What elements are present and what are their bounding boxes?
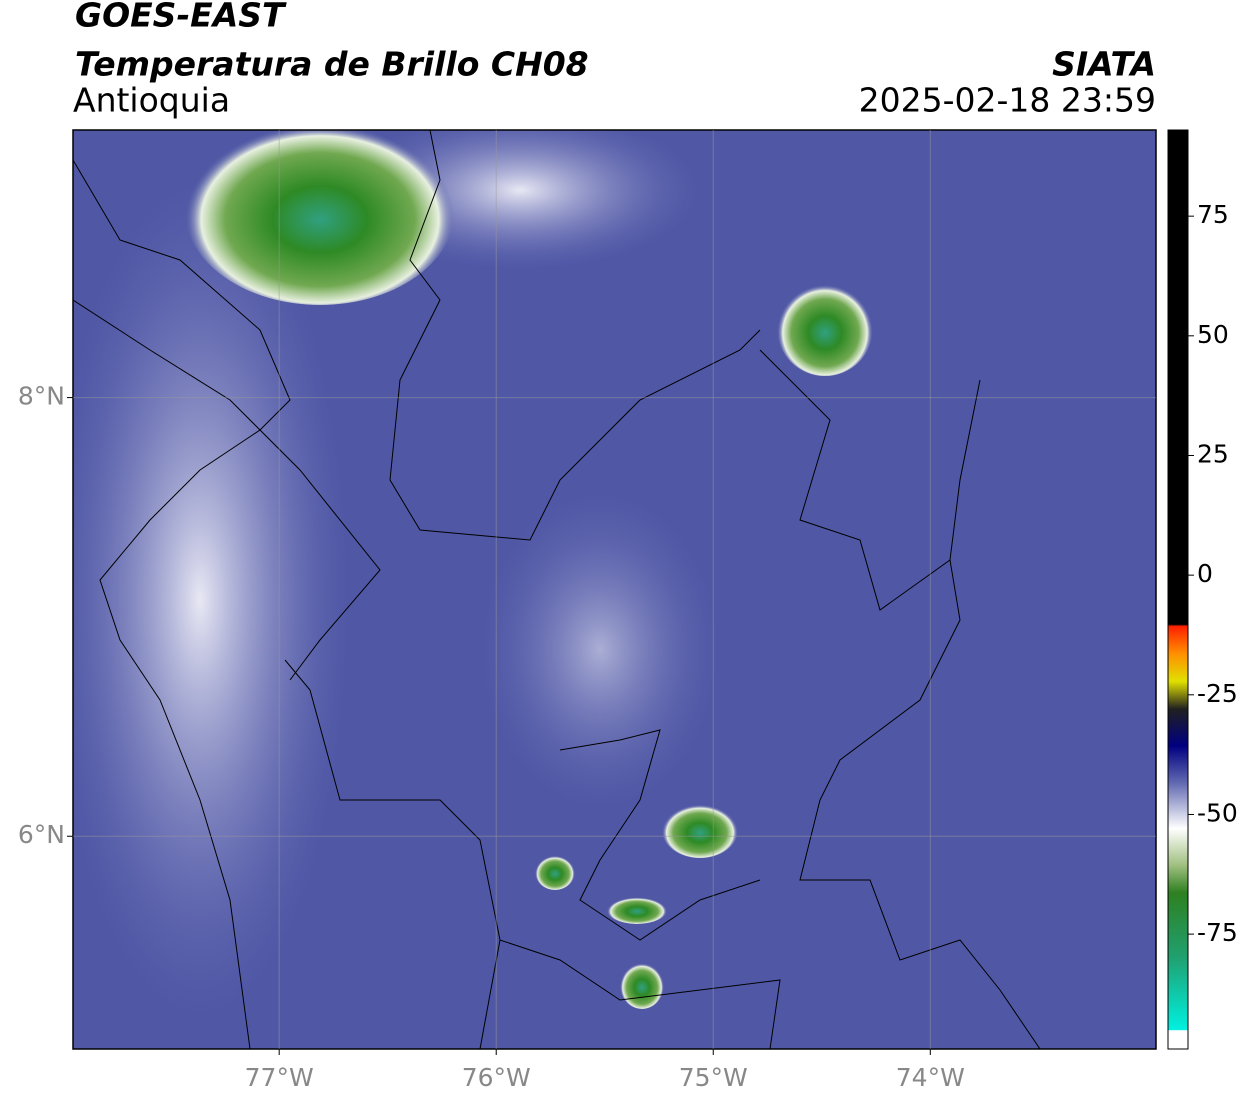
y-tick-label: 6°N: [18, 820, 65, 849]
colorbar-tick-label: -75: [1197, 918, 1238, 947]
colorbar-tick-label: 0: [1197, 559, 1213, 588]
colorbar: [1167, 129, 1189, 1050]
datetime: 2025-02-18 23:59: [859, 81, 1156, 120]
region: Antioquia: [73, 81, 230, 120]
colorbar-tick-label: -25: [1197, 679, 1238, 708]
source: SIATA: [1052, 45, 1156, 84]
title: GOES-EAST: [75, 0, 287, 35]
subtitle: Temperatura de Brillo CH08: [75, 45, 589, 84]
y-tick-label: 8°N: [18, 382, 65, 411]
x-tick-label: 76°W: [462, 1063, 531, 1092]
x-tick-label: 77°W: [245, 1063, 314, 1092]
map-image: [73, 130, 1156, 1049]
map-frame: [72, 129, 1157, 1050]
colorbar-tick-label: -50: [1197, 798, 1238, 827]
colorbar-tick-label: 25: [1197, 439, 1229, 468]
x-tick-label: 74°W: [896, 1063, 965, 1092]
x-tick-label: 75°W: [679, 1063, 748, 1092]
colorbar-tick-label: 75: [1197, 200, 1229, 229]
colorbar-tick-label: 50: [1197, 320, 1229, 349]
